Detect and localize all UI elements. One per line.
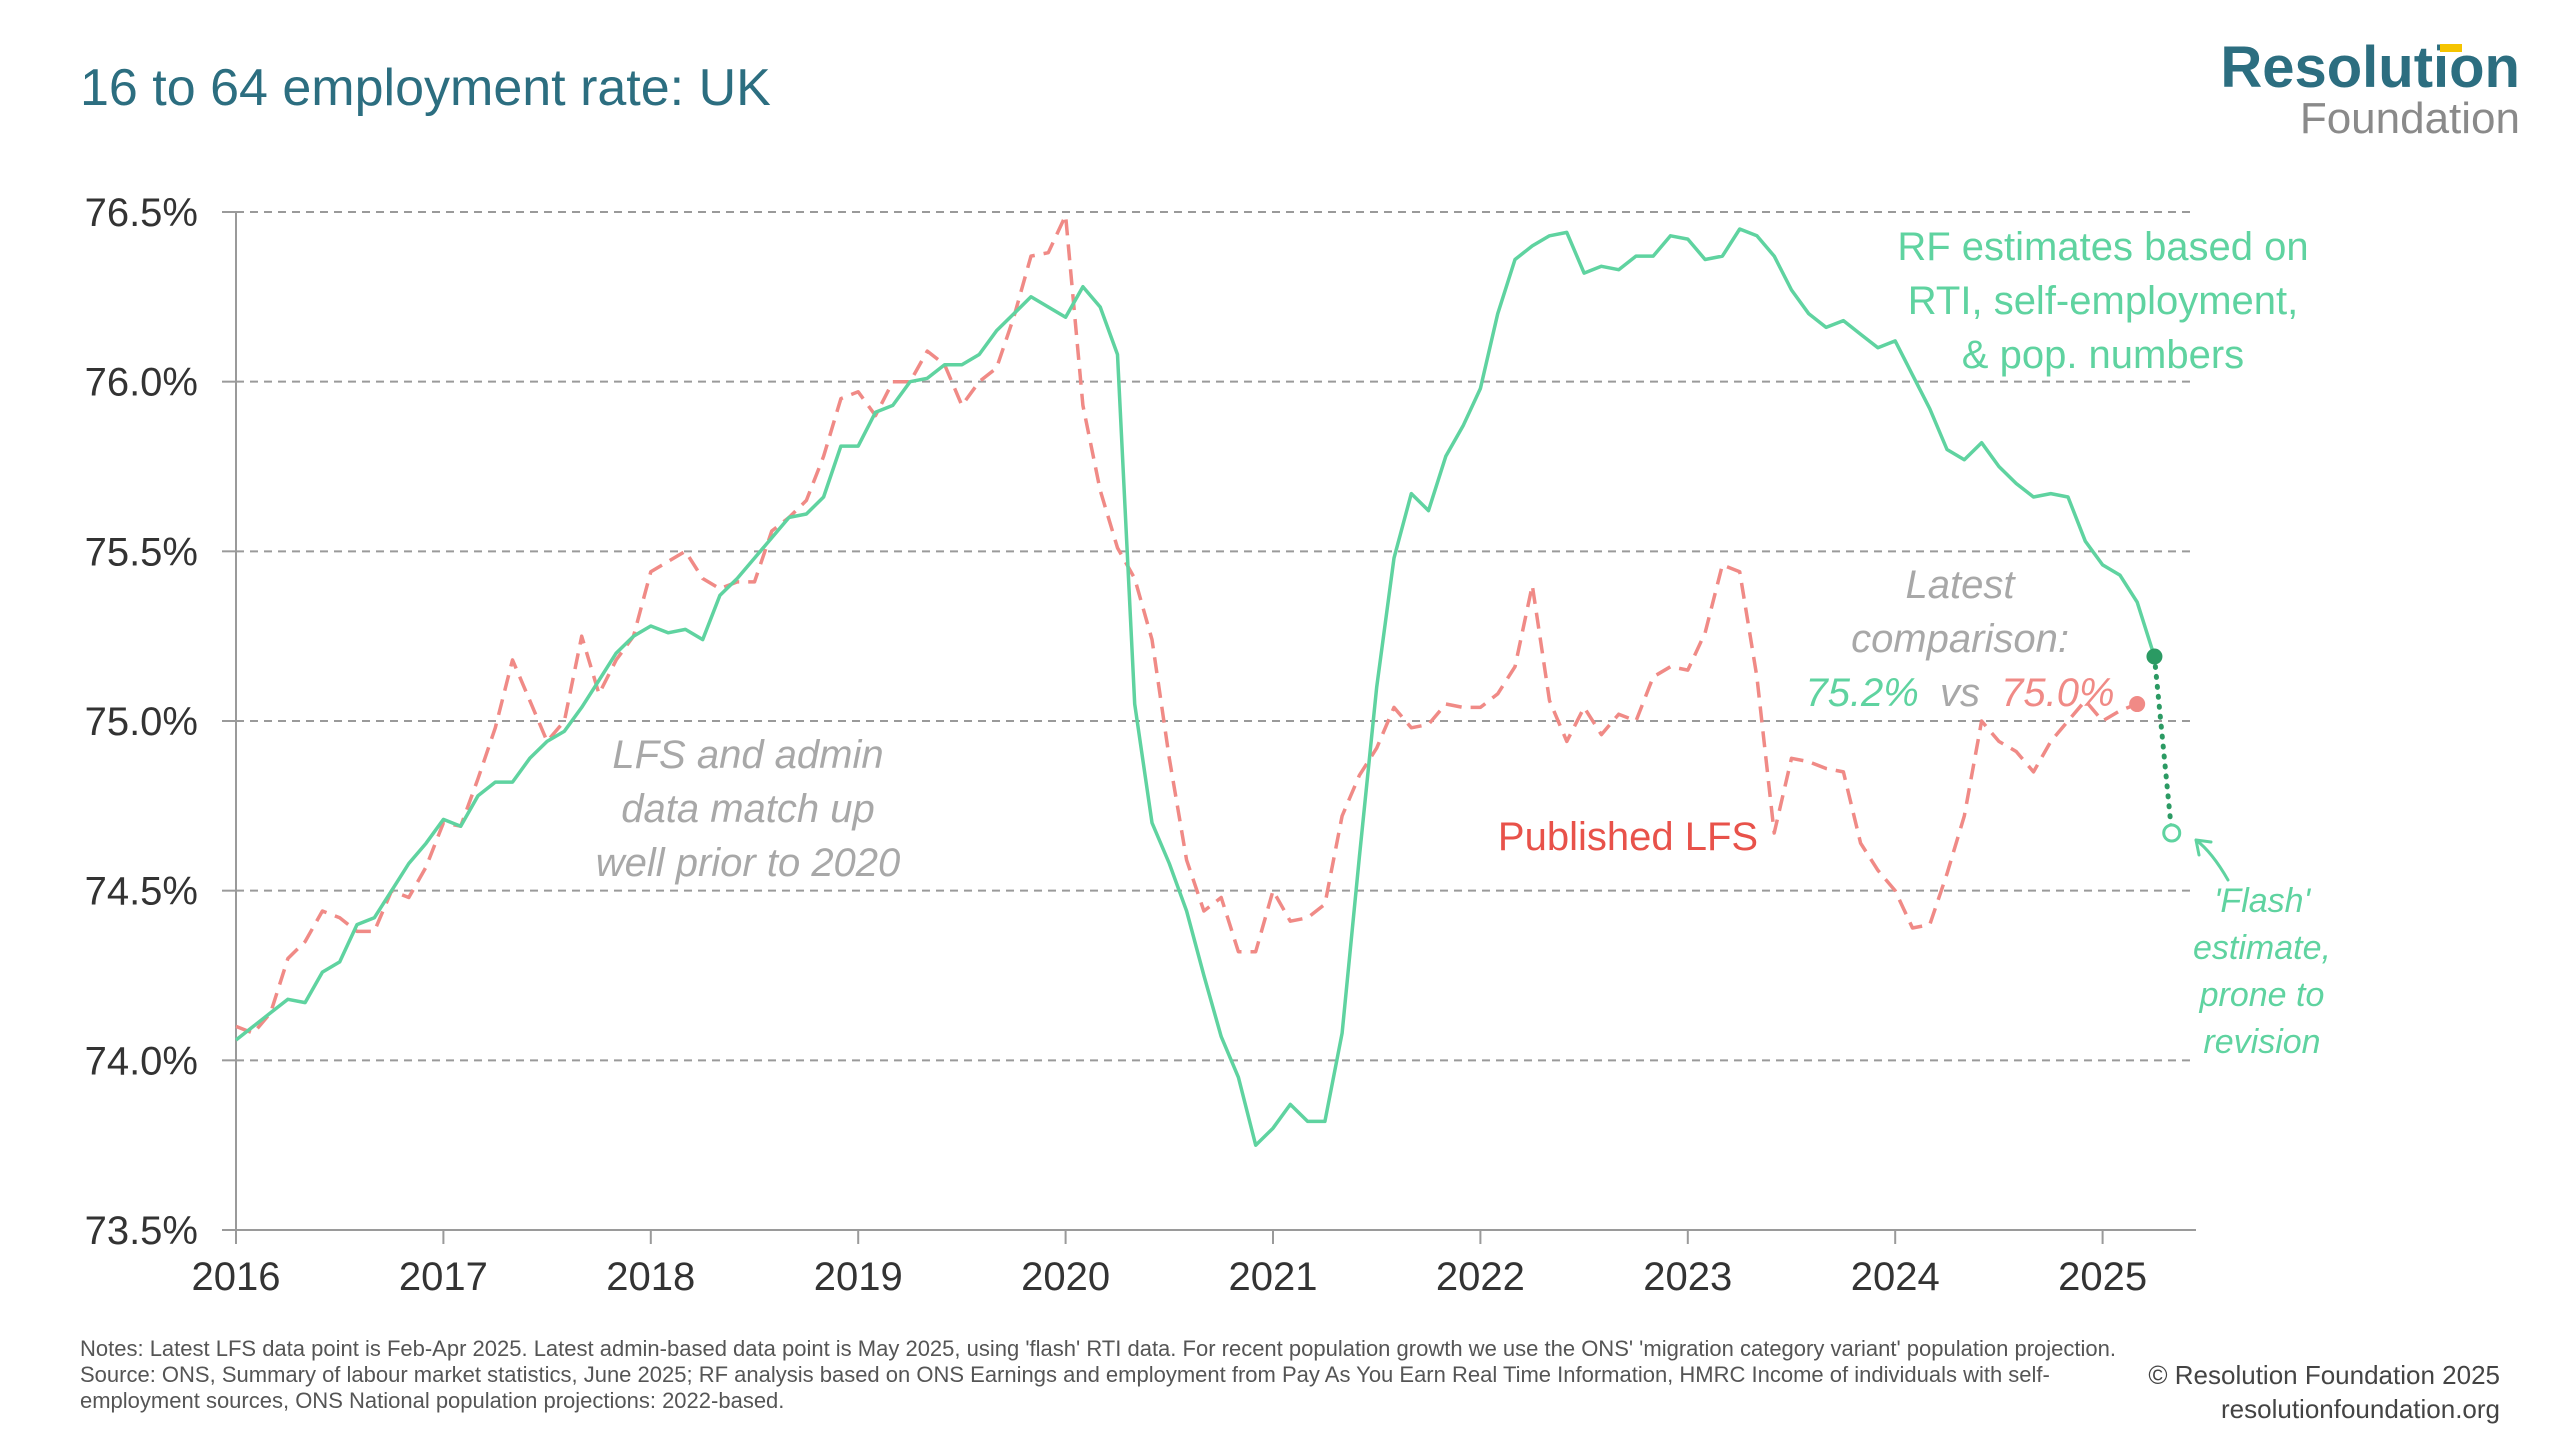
series-line-rf-estimates bbox=[234, 227, 2157, 1147]
copyright-block: © Resolution Foundation 2025 resolutionf… bbox=[2148, 1358, 2500, 1426]
y-tick-label: 76.5% bbox=[85, 191, 198, 235]
lfs-series-label: Published LFS bbox=[1498, 815, 1758, 859]
y-tick-label: 74.0% bbox=[85, 1039, 198, 1083]
x-tick-label: 2019 bbox=[814, 1255, 903, 1299]
x-tick-label: 2021 bbox=[1229, 1255, 1318, 1299]
y-tick-label: 75.0% bbox=[85, 700, 198, 744]
latest-comparison-line-1: Latest bbox=[1906, 563, 2017, 607]
latest-vs: vs bbox=[1940, 671, 1980, 715]
match-note-line-1: LFS and admin bbox=[612, 733, 883, 777]
match-note-line-3: well prior to 2020 bbox=[596, 841, 901, 885]
y-tick-labels: 76.5% 76.0% 75.5% 75.0% 74.5% 74.0% 73.5% bbox=[85, 191, 236, 1253]
y-tick-label: 73.5% bbox=[85, 1209, 198, 1253]
y-tick-label: 74.5% bbox=[85, 870, 198, 914]
x-tick-label: 2024 bbox=[1851, 1255, 1940, 1299]
latest-points bbox=[2129, 648, 2182, 843]
notes-line: Notes: Latest LFS data point is Feb-Apr … bbox=[80, 1336, 2116, 1361]
latest-rf-value: 75.2% bbox=[1805, 671, 1918, 715]
latest-comparison-line-2: comparison: bbox=[1851, 617, 2069, 661]
rf-series-label-line-1: RF estimates based on bbox=[1897, 225, 2308, 269]
flash-note-line-1: 'Flash' bbox=[2214, 882, 2312, 920]
flash-note-line-2: estimate, bbox=[2193, 929, 2331, 967]
source-line: Source: ONS, Summary of labour market st… bbox=[80, 1362, 2050, 1413]
latest-comparison-values: 75.2% vs 75.0% bbox=[1805, 671, 2114, 715]
flash-note-line-3: prone to bbox=[2199, 976, 2325, 1014]
x-tick-label: 2018 bbox=[606, 1255, 695, 1299]
website-text: resolutionfoundation.org bbox=[2221, 1394, 2500, 1424]
y-tick-label: 76.0% bbox=[85, 361, 198, 405]
chart-notes: Notes: Latest LFS data point is Feb-Apr … bbox=[80, 1336, 2140, 1414]
series-line-published-lfs bbox=[235, 213, 2138, 1035]
rf-series-label-line-2: RTI, self-employment, bbox=[1908, 279, 2299, 323]
x-tick-label: 2025 bbox=[2058, 1255, 2147, 1299]
y-tick-label: 75.5% bbox=[85, 530, 198, 574]
x-tick-label: 2022 bbox=[1436, 1255, 1525, 1299]
x-tick-label: 2023 bbox=[1643, 1255, 1732, 1299]
flash-estimate-point bbox=[2162, 823, 2182, 843]
flash-arrow-icon bbox=[2194, 838, 2230, 882]
latest-rf-point bbox=[2146, 648, 2163, 665]
logo-bottom-text: Foundation bbox=[2299, 94, 2520, 143]
x-tick-label: 2016 bbox=[192, 1255, 281, 1299]
logo-top-text: Resolution bbox=[2220, 35, 2520, 100]
copyright-text: © Resolution Foundation 2025 bbox=[2148, 1360, 2500, 1390]
x-tick-label: 2020 bbox=[1021, 1255, 1110, 1299]
match-note-line-2: data match up bbox=[621, 787, 875, 831]
flash-note-line-4: revision bbox=[2203, 1023, 2320, 1061]
logo-accent-mark bbox=[2440, 44, 2462, 52]
gridlines bbox=[236, 211, 2196, 1231]
latest-lfs-point bbox=[2129, 696, 2146, 713]
x-tick-labels: 2016 2017 2018 2019 2020 2021 2022 2023 2024 2025 bbox=[192, 1230, 2147, 1299]
series-line-flash-estimate bbox=[2151, 654, 2175, 836]
rf-series-label-line-3: & pop. numbers bbox=[1962, 333, 2244, 377]
chart-title: 16 to 64 employment rate: UK bbox=[80, 59, 771, 117]
latest-lfs-value: 75.0% bbox=[2001, 671, 2114, 715]
x-tick-label: 2017 bbox=[399, 1255, 488, 1299]
resolution-foundation-logo: Resolution Foundation bbox=[2220, 38, 2520, 142]
